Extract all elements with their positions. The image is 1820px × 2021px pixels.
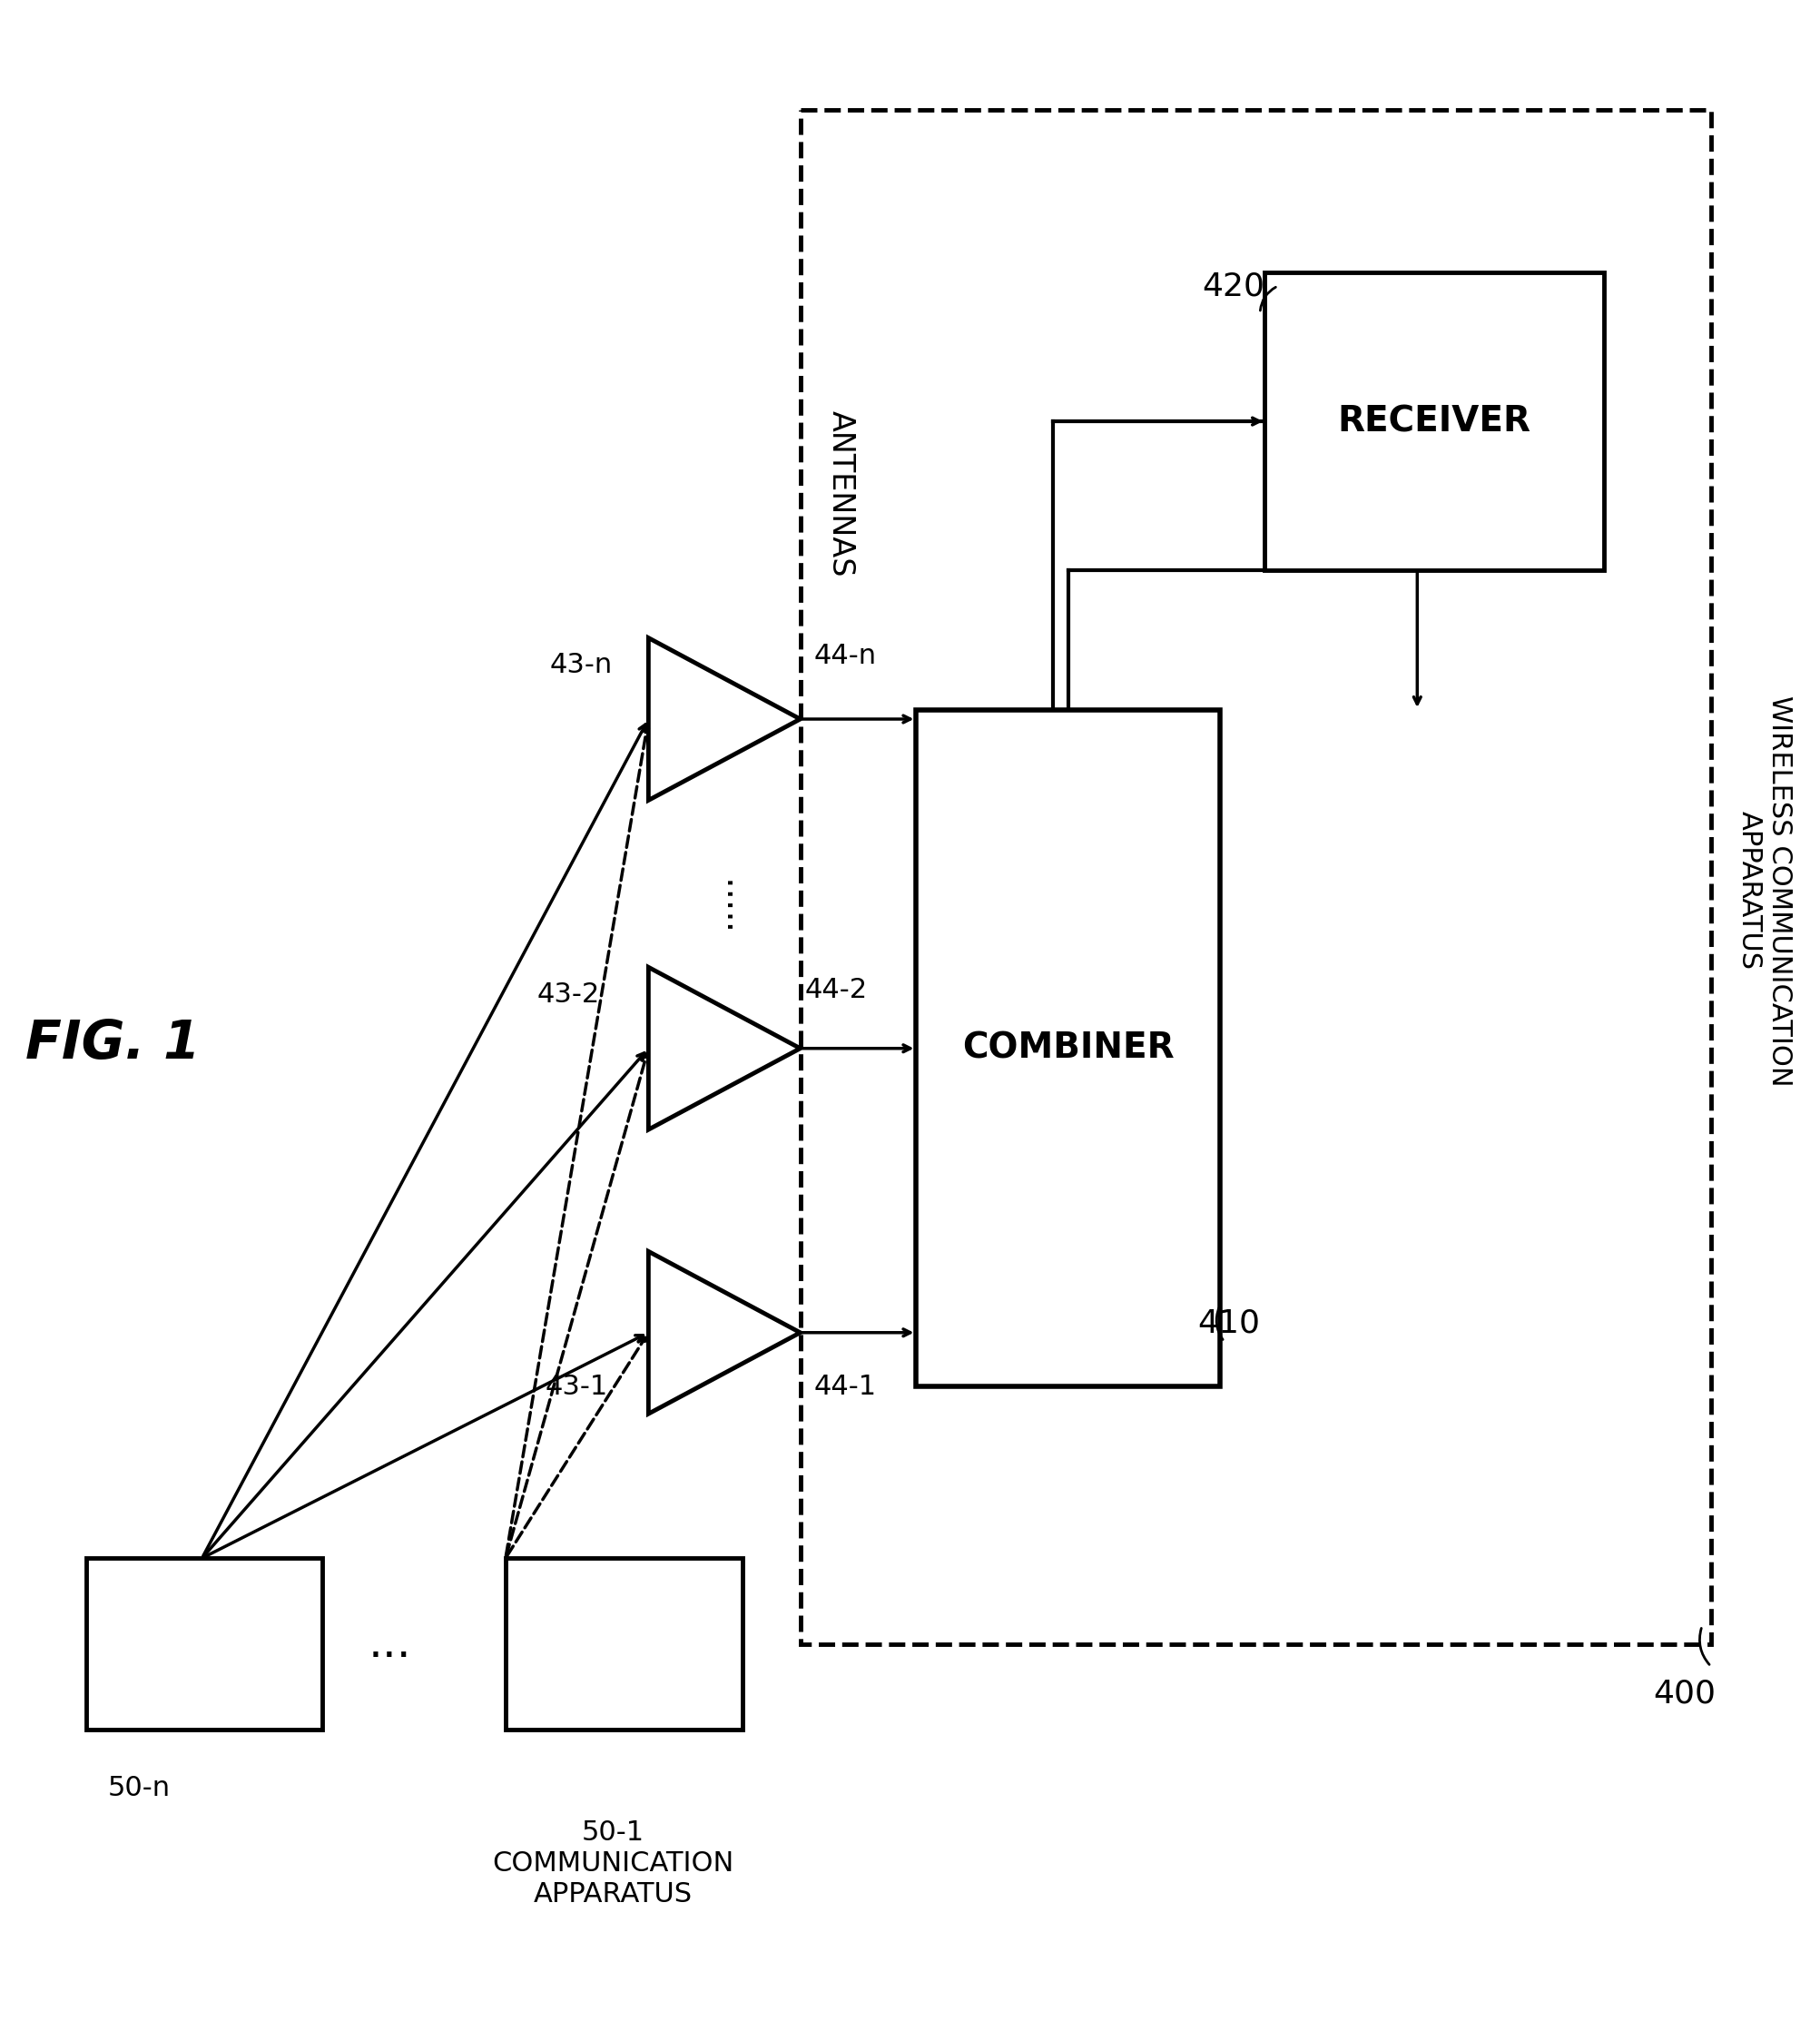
Text: 44-n: 44-n	[814, 643, 875, 669]
Text: 43-2: 43-2	[537, 980, 599, 1006]
Text: 420: 420	[1201, 271, 1265, 301]
Bar	[86, 1558, 322, 1730]
Text: ...: ...	[368, 1623, 411, 1665]
Text: 44-1: 44-1	[814, 1374, 875, 1401]
Text: .....: .....	[703, 871, 737, 928]
Text: ANTENNAS: ANTENNAS	[824, 410, 855, 576]
Text: FIG. 1: FIG. 1	[25, 1019, 200, 1069]
Text: 410: 410	[1198, 1308, 1259, 1340]
Text: WIRELESS COMMUNICATION
APPARATUS: WIRELESS COMMUNICATION APPARATUS	[1734, 695, 1793, 1085]
Bar	[799, 109, 1711, 1643]
Text: 400: 400	[1653, 1677, 1714, 1710]
Bar	[915, 709, 1219, 1386]
Text: 50-n: 50-n	[107, 1774, 171, 1801]
Bar	[506, 1558, 743, 1730]
Bar	[1263, 273, 1603, 570]
Text: 43-n: 43-n	[550, 653, 613, 679]
Text: 50-1
COMMUNICATION
APPARATUS: 50-1 COMMUNICATION APPARATUS	[491, 1819, 733, 1908]
Text: COMBINER: COMBINER	[961, 1031, 1174, 1065]
Text: 44-2: 44-2	[804, 976, 866, 1002]
Text: RECEIVER: RECEIVER	[1338, 404, 1531, 439]
Text: 43-1: 43-1	[546, 1374, 608, 1401]
